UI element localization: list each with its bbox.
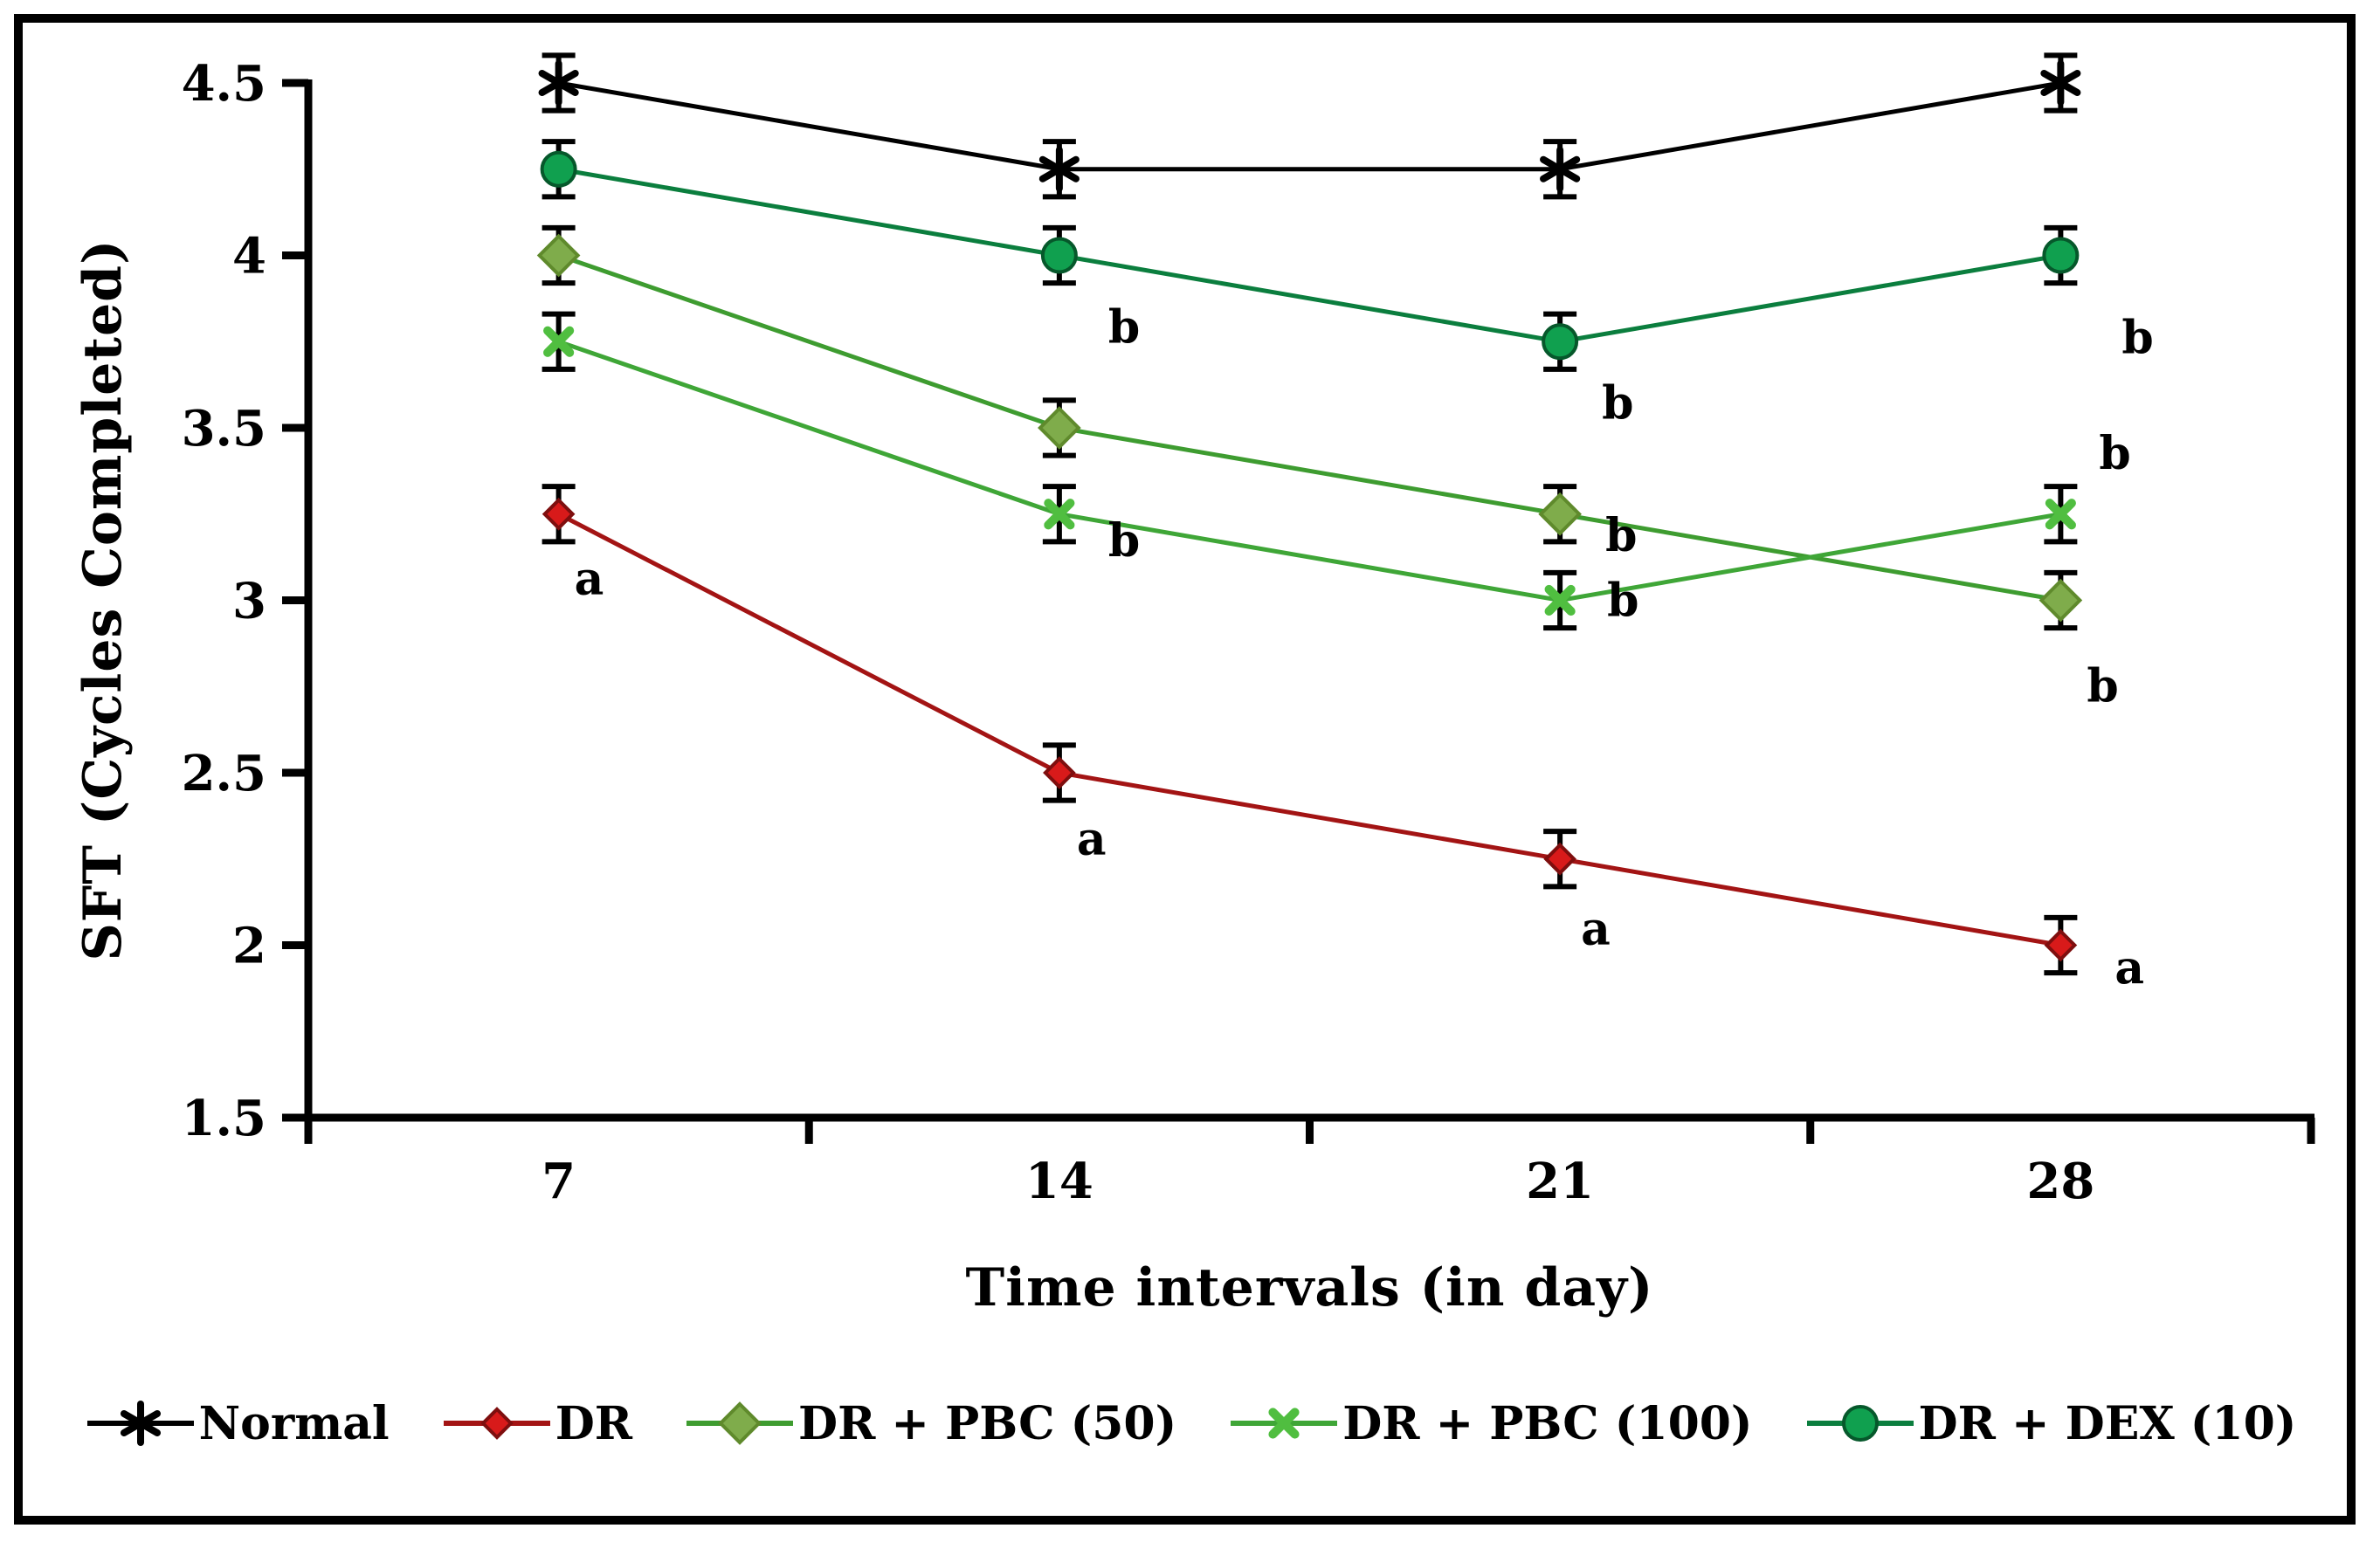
legend-item: Normal [84, 1388, 390, 1458]
series-line [557, 253, 2061, 602]
legend-label: DR + PBC (100) [1342, 1396, 1753, 1450]
legend-marker [686, 1401, 794, 1445]
significance-label: a [575, 553, 604, 606]
legend-label: DR [555, 1396, 633, 1450]
circle-marker [1040, 237, 1078, 274]
diamond-marker [1538, 492, 1582, 536]
series-dr: a a a a [542, 484, 2144, 995]
y-tick-label: 4 [232, 228, 266, 286]
legend-item: DR [440, 1388, 632, 1458]
diamond-marker [718, 1401, 762, 1445]
series-dr-dex-10-: b b b [540, 139, 2154, 430]
diamond-marker [2039, 578, 2083, 623]
diamond-marker [536, 233, 581, 278]
figure-border [14, 14, 2356, 1525]
significance-label: b [1602, 376, 1633, 430]
diamond-marker [1043, 756, 1076, 789]
y-axis-title: SFT (Cycles Completed) [72, 238, 134, 961]
significance-label: b [1605, 509, 1637, 562]
x-marker [1268, 1408, 1300, 1439]
series-line [558, 80, 2061, 172]
x-tick-label: 14 [1025, 1153, 1093, 1210]
circle-marker [1542, 323, 1579, 361]
x-marker [1044, 499, 1075, 530]
significance-label: a [1581, 903, 1611, 956]
significance-label: b [2087, 660, 2118, 713]
legend-marker [1231, 1408, 1338, 1439]
diamond-marker [1038, 406, 1081, 450]
diamond-marker [2044, 928, 2078, 962]
significance-label: b [1607, 575, 1638, 628]
y-tick-label: 2.5 [182, 745, 266, 802]
legend-label: Normal [198, 1396, 390, 1450]
asterisk-marker [120, 1401, 161, 1446]
diamond-marker [1543, 842, 1576, 876]
diamond-marker [542, 497, 576, 531]
y-tick-label: 3 [232, 573, 266, 630]
series-normal [538, 52, 2081, 200]
x-axis-title: Time intervals (in day) [965, 1257, 1654, 1318]
asterisk-marker [1540, 146, 1581, 192]
legend-item: DR + DEX (10) [1804, 1388, 2297, 1458]
series-line [557, 339, 2061, 603]
significance-label: b [1108, 301, 1140, 355]
x-tick-label: 21 [1526, 1153, 1594, 1210]
x-marker [1544, 584, 1576, 616]
legend-item: DR + PBC (100) [1227, 1388, 1753, 1458]
series-dr-pbc-100-: bbb [542, 311, 2131, 631]
significance-label: a [2114, 942, 2144, 995]
circle-marker [2042, 237, 2080, 274]
chart-legend: Normal DR DR + PBC (50) DR + PBC (100) DR + … [35, 1358, 2345, 1489]
legend-label: DR + DEX (10) [1918, 1396, 2297, 1450]
circle-marker [540, 150, 577, 188]
x-tick-label: 28 [2026, 1153, 2094, 1210]
legend-item: DR + PBC (50) [683, 1388, 1176, 1458]
y-tick-label: 1.5 [182, 1090, 266, 1147]
circle-marker [1841, 1405, 1879, 1442]
x-marker [543, 326, 575, 357]
legend-marker [1806, 1405, 1914, 1442]
significance-label: b [2099, 427, 2130, 480]
significance-label: b [2121, 312, 2153, 365]
asterisk-marker [538, 60, 579, 106]
significance-label: a [1077, 813, 1107, 866]
diamond-marker [479, 1407, 514, 1440]
y-tick-label: 4.5 [182, 55, 266, 113]
series-line [557, 512, 2061, 947]
legend-marker [86, 1401, 194, 1446]
legend-label: DR + PBC (50) [798, 1396, 1177, 1450]
legend-marker [443, 1407, 550, 1440]
significance-label: b [1108, 514, 1140, 568]
y-tick-label: 3.5 [182, 400, 266, 458]
asterisk-marker [2040, 60, 2081, 106]
x-marker [2045, 499, 2076, 530]
series-line [558, 167, 2061, 344]
x-tick-label: 7 [542, 1153, 576, 1210]
asterisk-marker [1038, 146, 1080, 192]
y-tick-label: 2 [232, 918, 266, 975]
